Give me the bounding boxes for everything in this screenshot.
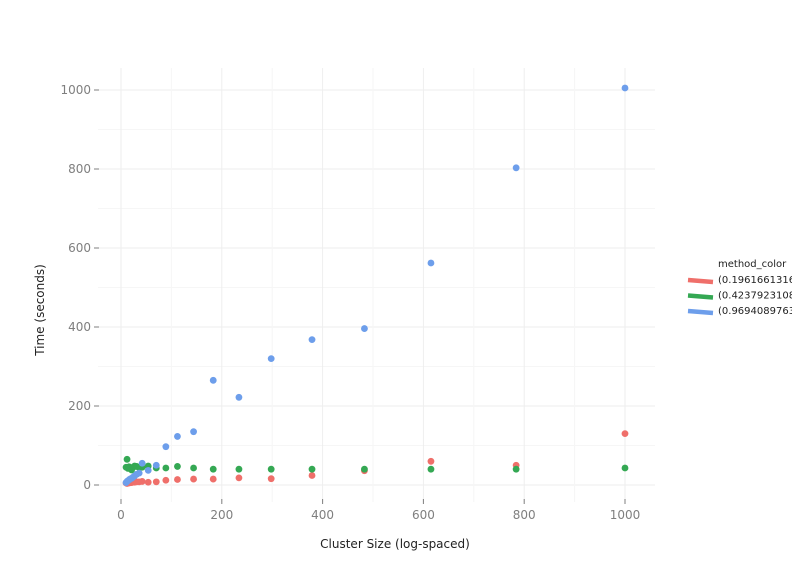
y-tick-label: 400 xyxy=(68,320,91,334)
y-axis-ticks: 0 200 400 600 800 1000 xyxy=(60,83,99,492)
data-point xyxy=(144,466,152,474)
series-2-points xyxy=(122,455,629,474)
data-point xyxy=(123,455,131,463)
data-point xyxy=(512,465,520,473)
data-point xyxy=(308,472,316,479)
data-point xyxy=(138,478,146,485)
data-point xyxy=(361,465,368,473)
data-point xyxy=(267,475,275,483)
legend-entry-label: (0.19616613160 xyxy=(718,275,792,286)
legend-swatch xyxy=(687,277,714,285)
y-tick-label: 0 xyxy=(83,478,91,492)
data-point xyxy=(621,84,629,92)
data-point xyxy=(308,465,316,473)
x-axis-title: Cluster Size (log-spaced) xyxy=(320,537,470,551)
data-point xyxy=(235,393,243,401)
data-point xyxy=(162,464,170,472)
y-tick-label: 600 xyxy=(68,241,91,255)
data-point xyxy=(174,463,181,470)
data-point xyxy=(621,430,629,438)
data-point xyxy=(209,475,217,483)
data-point xyxy=(174,476,181,483)
x-tick-label: 600 xyxy=(412,508,435,522)
data-point xyxy=(209,465,217,473)
data-point xyxy=(427,259,435,267)
x-tick-label: 400 xyxy=(311,508,334,522)
x-tick-label: 200 xyxy=(210,508,233,522)
x-tick-label: 0 xyxy=(117,508,125,522)
series-3-points xyxy=(122,84,629,487)
legend-swatch xyxy=(687,293,714,300)
data-points xyxy=(122,84,629,487)
y-tick-label: 1000 xyxy=(60,83,91,97)
data-point xyxy=(427,465,435,473)
data-point xyxy=(512,164,520,172)
data-point xyxy=(267,465,275,473)
data-point xyxy=(174,433,181,440)
x-axis-ticks: 0 200 400 600 800 1000 xyxy=(117,499,640,522)
data-point xyxy=(190,428,197,436)
data-point xyxy=(235,465,243,473)
data-point xyxy=(427,457,435,465)
grid-lines xyxy=(98,68,655,502)
data-point xyxy=(267,355,275,362)
x-tick-label: 1000 xyxy=(610,508,641,522)
data-point xyxy=(235,474,243,482)
data-point xyxy=(162,443,170,451)
legend-title: method_color xyxy=(718,259,787,270)
y-tick-label: 200 xyxy=(68,399,91,413)
data-point xyxy=(621,464,629,472)
data-point xyxy=(361,325,368,332)
data-point xyxy=(144,478,152,486)
legend-entry-label: (0.96940897630 xyxy=(718,306,792,317)
y-axis-title: Time (seconds) xyxy=(33,264,47,357)
y-tick-label: 800 xyxy=(68,162,91,176)
series-1-points xyxy=(122,430,629,487)
data-point xyxy=(190,464,197,472)
data-point xyxy=(138,459,146,467)
legend: method_color (0.19616613160 (0.4237923108… xyxy=(687,259,792,317)
data-point xyxy=(152,461,160,469)
legend-swatch xyxy=(687,308,714,316)
legend-entry-label: (0.42379231080 xyxy=(718,291,792,302)
data-point xyxy=(152,478,160,486)
data-point xyxy=(162,476,170,484)
data-point xyxy=(209,376,217,384)
data-point xyxy=(308,336,316,344)
data-point xyxy=(190,475,197,483)
x-tick-label: 800 xyxy=(513,508,536,522)
data-point xyxy=(135,469,143,477)
